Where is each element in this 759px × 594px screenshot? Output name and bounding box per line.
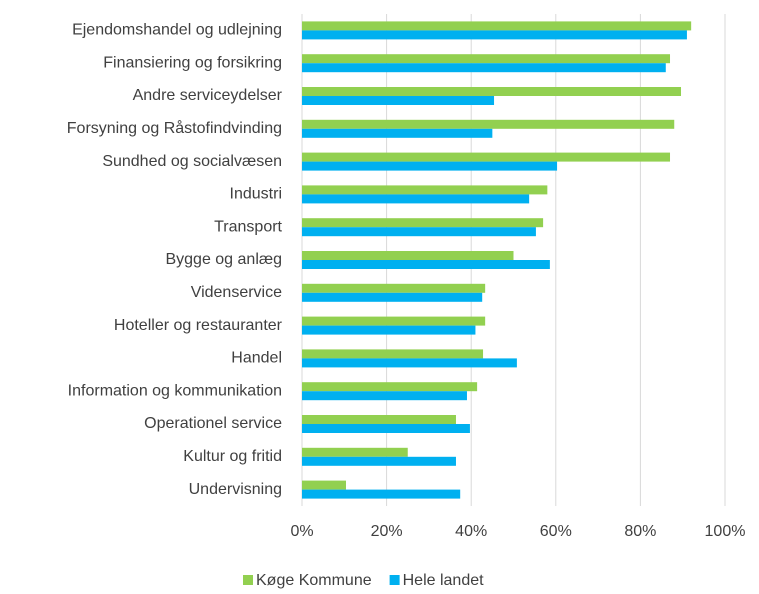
bar [302, 480, 346, 490]
bar [302, 447, 408, 457]
bar [302, 96, 495, 105]
bar [302, 194, 530, 204]
legend-label: Køge Kommune [256, 572, 372, 589]
y-tick-label: Forsyning og Råstofindvinding [67, 119, 282, 137]
y-tick-label: Bygge og anlæg [165, 251, 282, 268]
bar [302, 349, 484, 359]
bar [302, 128, 493, 138]
y-tick-label: Hoteller og restauranter [114, 317, 283, 334]
bar [302, 391, 467, 401]
x-tick-label: 0% [290, 523, 313, 540]
x-tick-label: 40% [455, 523, 487, 540]
bar [302, 260, 550, 269]
y-tick-label: Handel [231, 350, 282, 367]
bar [302, 152, 671, 162]
bar [302, 54, 671, 64]
bar [302, 316, 486, 326]
bar [302, 30, 687, 40]
bar [302, 218, 544, 228]
y-tick-label: Industri [230, 186, 282, 203]
bar [302, 489, 461, 499]
bar [302, 292, 483, 302]
bar [302, 456, 456, 466]
legend-swatch [389, 575, 400, 585]
bar [302, 63, 666, 73]
legend-swatch [243, 575, 253, 585]
y-tick-label: Operationel service [144, 415, 282, 432]
y-tick-label: Videnservice [191, 284, 282, 301]
bar [302, 358, 517, 368]
bar [302, 87, 682, 96]
y-tick-label: Information og kommunikation [68, 382, 282, 399]
x-tick-label: 60% [540, 523, 572, 540]
x-tick-label: 20% [371, 523, 403, 540]
x-tick-label: 100% [705, 523, 746, 540]
bar [302, 325, 476, 335]
y-tick-label: Andre serviceydelser [133, 87, 283, 104]
x-tick-label: 80% [624, 523, 656, 540]
y-tick-label: Transport [214, 218, 282, 235]
bar [302, 227, 536, 237]
legend-label: Hele landet [403, 572, 485, 589]
bar [302, 424, 470, 433]
bar [302, 119, 675, 129]
bar [302, 251, 514, 260]
bar [302, 21, 692, 31]
bar [302, 283, 486, 293]
bar [302, 161, 558, 171]
y-tick-label: Finansiering og forsikring [103, 54, 282, 71]
bar [302, 382, 478, 392]
y-tick-label: Ejendomshandel og udlejning [72, 22, 282, 39]
y-tick-label: Undervisning [189, 481, 282, 498]
bar [302, 415, 456, 424]
y-tick-label: Kultur og fritid [183, 448, 282, 465]
bar [302, 185, 548, 195]
y-tick-label: Sundhed og socialvæsen [102, 153, 282, 170]
